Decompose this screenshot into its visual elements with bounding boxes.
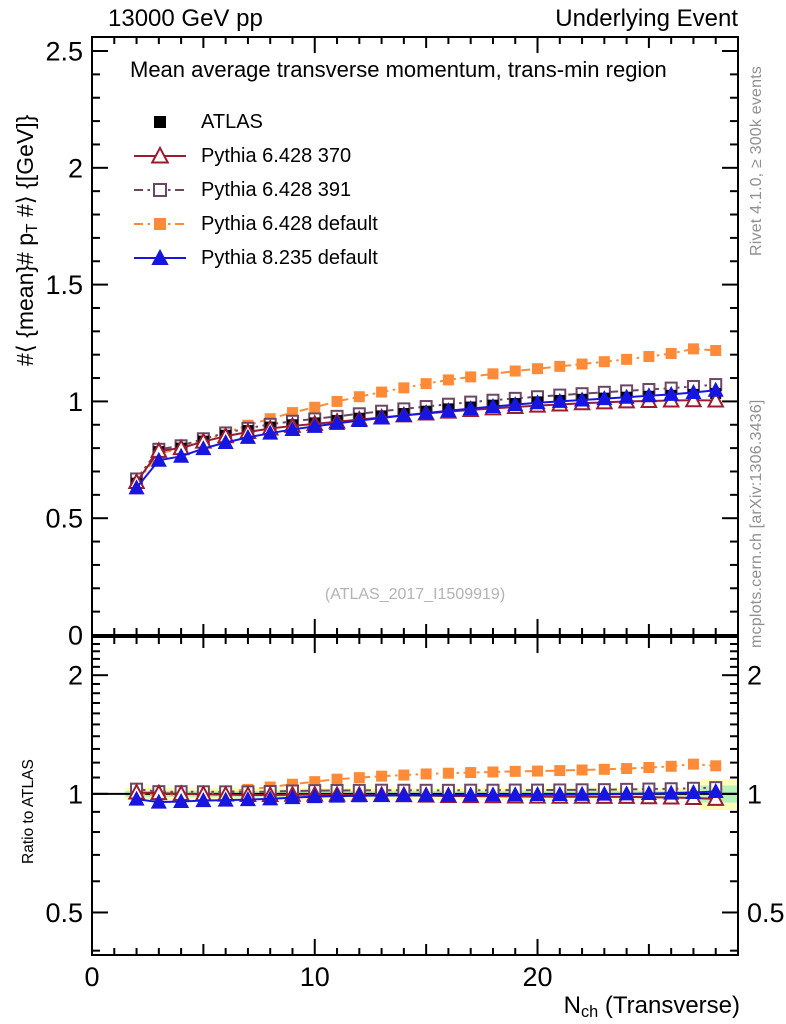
main-axis-ticks <box>92 37 738 635</box>
series-main-pythia-8-235-default <box>128 381 724 495</box>
atlas-marker-icon <box>133 112 187 132</box>
svg-text:0.5: 0.5 <box>747 898 785 928</box>
ratio-axis-ticks <box>92 637 738 955</box>
ratio-y-axis-label: Ratio to ATLAS <box>20 759 37 864</box>
svg-text:1: 1 <box>747 779 762 809</box>
plot-title: Mean average transverse momentum, trans-… <box>130 57 667 82</box>
main-y-axis-tick-labels: 0 0.5 1 1.5 2 2.5 <box>45 37 83 651</box>
legend-item-atlas: ATLAS <box>133 105 378 139</box>
analysis-group-label: Underlying Event <box>555 5 738 32</box>
legend-item-pythia6-370: Pythia 6.428 370 <box>133 139 378 173</box>
rivet-version-label: Rivet 4.1.0, ≥ 300k events <box>748 65 765 256</box>
svg-text:1: 1 <box>68 779 83 809</box>
series-main-pythia-6-428-391 <box>130 378 723 486</box>
ratio-panel-border <box>91 636 739 956</box>
svg-text:0.5: 0.5 <box>45 898 83 928</box>
legend-item-pythia8-default: Pythia 8.235 default <box>133 241 378 275</box>
legend-label-pythia6-370: Pythia 6.428 370 <box>201 144 352 167</box>
legend-item-pythia6-default: Pythia 6.428 default <box>133 207 378 241</box>
legend-item-pythia6-391: Pythia 6.428 391 <box>133 173 378 207</box>
svg-text:1.5: 1.5 <box>45 270 83 300</box>
svg-text:10: 10 <box>300 962 330 992</box>
x-axis-label: Nch (Transverse) <box>563 992 740 1022</box>
svg-text:0: 0 <box>68 621 83 651</box>
pythia6-370-marker-icon <box>133 145 187 166</box>
svg-text:2: 2 <box>747 661 762 691</box>
svg-text:2: 2 <box>68 661 83 691</box>
legend-label-pythia6-391: Pythia 6.428 391 <box>201 178 352 201</box>
svg-text:2.5: 2.5 <box>45 37 83 67</box>
svg-text:20: 20 <box>522 962 552 992</box>
legend: ATLAS Pythia 6.428 370 Pythia 6.428 391 … <box>133 105 378 275</box>
mcplots-reference-label: mcplots.cern.ch [arXiv:1306.3436] <box>748 399 765 648</box>
analysis-id-watermark: (ATLAS_2017_I1509919) <box>324 586 506 603</box>
pythia6-default-marker-icon <box>133 214 187 234</box>
axis-tick-labels: 0.5 0.51 12 20 10 20 <box>45 661 784 992</box>
series-ratio-pythia-8-235-default <box>128 783 724 809</box>
legend-label-atlas: ATLAS <box>201 110 263 133</box>
svg-text:0.5: 0.5 <box>45 504 83 534</box>
svg-text:0: 0 <box>84 962 99 992</box>
legend-label-pythia8-default: Pythia 8.235 default <box>201 246 378 269</box>
main-panel-border <box>91 36 739 636</box>
pythia6-391-marker-icon <box>133 180 187 200</box>
svg-text:2: 2 <box>68 153 83 183</box>
pythia8-default-marker-icon <box>133 248 187 268</box>
main-y-axis-label: #⟨ {mean}# pT #⟩ {[GeV]} <box>12 114 41 366</box>
svg-text:1: 1 <box>68 387 83 417</box>
beam-energy-label: 13000 GeV pp <box>108 5 263 32</box>
legend-label-pythia6-default: Pythia 6.428 default <box>201 212 378 235</box>
